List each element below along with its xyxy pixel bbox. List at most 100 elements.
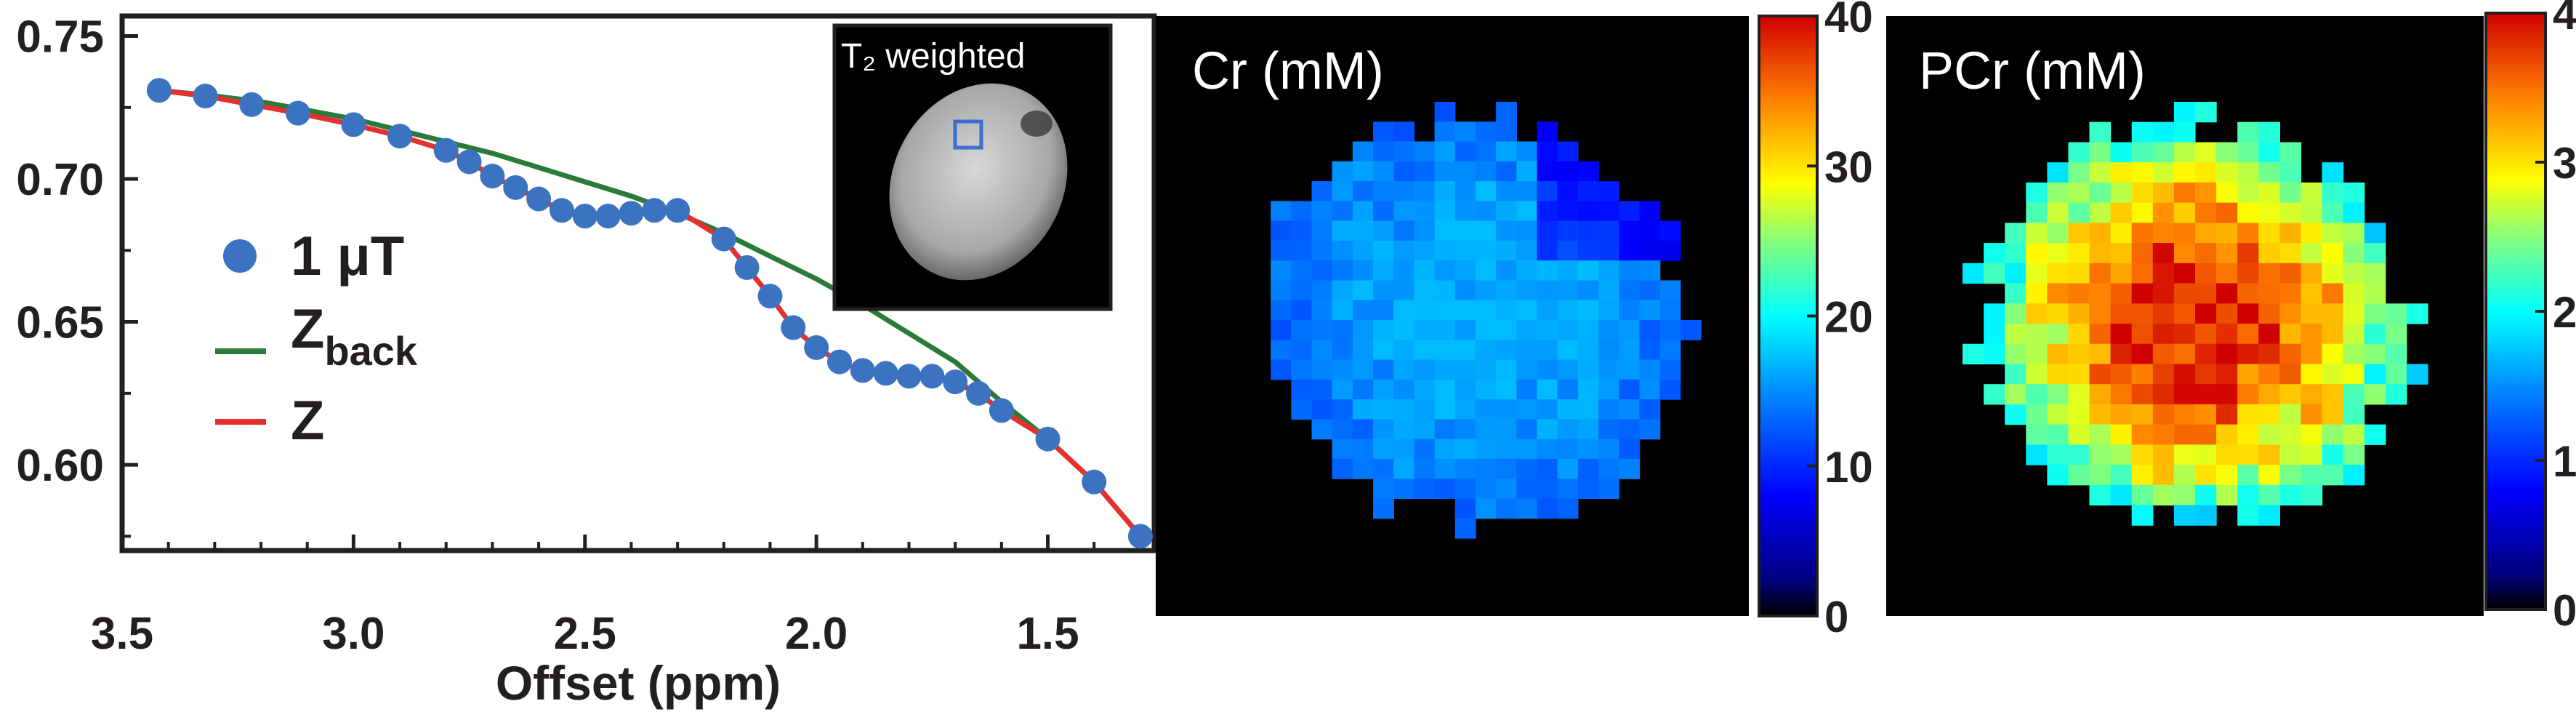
- heatmap-cell: [1496, 479, 1517, 500]
- heatmap-cell: [1516, 419, 1538, 440]
- heatmap-cell: [2047, 223, 2069, 244]
- heatmap-cell: [2195, 243, 2217, 264]
- heatmap-cell: [2089, 202, 2112, 223]
- heatmap-cell: [2216, 182, 2238, 204]
- heatmap-cell: [2110, 364, 2133, 385]
- heatmap-cell: [1454, 498, 1476, 519]
- heatmap-cell: [2005, 364, 2026, 385]
- heatmap-cell: [1414, 201, 1436, 222]
- heatmap-cell: [1454, 379, 1476, 400]
- heatmap-cell: [1598, 320, 1619, 340]
- heatmap-cell: [1619, 340, 1641, 361]
- heatmap-cell: [2237, 283, 2259, 304]
- heatmap-cell: [1373, 379, 1394, 400]
- heatmap-cell: [1537, 419, 1558, 440]
- heatmap-cell: [1373, 419, 1394, 440]
- heatmap-cell: [1496, 419, 1517, 440]
- heatmap-cell: [2089, 223, 2112, 244]
- heatmap-cell: [1434, 399, 1456, 420]
- data-point: [757, 284, 783, 309]
- heatmap-cell: [2110, 243, 2133, 264]
- heatmap-cell: [1557, 220, 1579, 241]
- heatmap-cell: [2068, 283, 2090, 304]
- heatmap-cell: [1352, 399, 1374, 420]
- heatmap-cell: [2195, 303, 2217, 324]
- heatmap-cell: [2047, 162, 2069, 183]
- heatmap-cell: [1414, 240, 1436, 261]
- cr-map-title: Cr (mM): [1192, 42, 1384, 100]
- data-point: [850, 358, 875, 383]
- heatmap-cell: [2237, 444, 2259, 465]
- heatmap-cell: [2258, 384, 2280, 405]
- heatmap-cell: [2258, 505, 2280, 526]
- heatmap-cell: [2131, 243, 2154, 264]
- heatmap-cell: [1352, 161, 1374, 182]
- y-tick-label: 0.75: [16, 12, 104, 63]
- heatmap-cell: [2047, 303, 2069, 324]
- heatmap-cell: [2131, 465, 2154, 486]
- heatmap-cell: [2110, 384, 2133, 405]
- heatmap-cell: [1373, 141, 1394, 162]
- heatmap-cell: [2216, 484, 2238, 506]
- heatmap-cell: [1598, 419, 1619, 440]
- heatmap-cell: [1598, 240, 1619, 261]
- heatmap-cell: [1414, 379, 1436, 400]
- cr-heatmap: [1271, 102, 1702, 539]
- heatmap-cell: [2322, 324, 2344, 345]
- heatmap-cell: [1619, 359, 1641, 380]
- heatmap-cell: [1659, 280, 1681, 301]
- heatmap-cell: [1393, 439, 1415, 460]
- heatmap-cell: [2258, 202, 2280, 223]
- heatmap-cell: [2364, 223, 2386, 244]
- heatmap-cell: [2343, 364, 2365, 385]
- roi-box: [953, 119, 983, 150]
- heatmap-cell: [1577, 181, 1599, 201]
- heatmap-cell: [2258, 162, 2280, 183]
- heatmap-cell: [1291, 379, 1313, 400]
- data-point: [966, 380, 991, 406]
- heatmap-cell: [2258, 142, 2280, 163]
- heatmap-cell: [2258, 364, 2280, 385]
- heatmap-cell: [1619, 260, 1641, 281]
- heatmap-cell: [1271, 340, 1292, 361]
- heatmap-cell: [1516, 161, 1538, 182]
- heatmap-cell: [1291, 220, 1313, 241]
- heatmap-cell: [1639, 220, 1661, 241]
- heatmap-cell: [1476, 280, 1497, 301]
- heatmap-cell: [1414, 458, 1436, 479]
- heatmap-cell: [1639, 300, 1661, 321]
- heatmap-cell: [1476, 240, 1497, 261]
- heatmap-cell: [2301, 283, 2323, 304]
- heatmap-cell: [2195, 182, 2217, 204]
- heatmap-cell: [2173, 404, 2196, 425]
- heatmap-cell: [2068, 182, 2090, 204]
- heatmap-cell: [2047, 424, 2069, 445]
- heatmap-cell: [1557, 320, 1579, 340]
- heatmap-cell: [2068, 424, 2090, 445]
- heatmap-cell: [1476, 439, 1497, 460]
- heatmap-cell: [2301, 263, 2323, 284]
- heatmap-cell: [2301, 303, 2323, 324]
- heatmap-cell: [2173, 202, 2196, 223]
- heatmap-cell: [2110, 465, 2133, 486]
- heatmap-cell: [1496, 181, 1517, 201]
- heatmap-cell: [2131, 182, 2154, 204]
- heatmap-cell: [2322, 404, 2344, 425]
- heatmap-cell: [2301, 465, 2323, 486]
- heatmap-cell: [1516, 498, 1538, 519]
- heatmap-cell: [2322, 364, 2344, 385]
- heatmap-cell: [2131, 142, 2154, 163]
- heatmap-cell: [1434, 300, 1456, 321]
- heatmap-cell: [1496, 379, 1517, 400]
- heatmap-cell: [1271, 280, 1292, 301]
- heatmap-cell: [2152, 243, 2175, 264]
- heatmap-cell: [1476, 161, 1497, 182]
- heatmap-cell: [1984, 243, 2005, 264]
- heatmap-cell: [1537, 359, 1558, 380]
- heatmap-cell: [2195, 202, 2217, 223]
- t2-weighted-inset: T₂ weighted: [832, 23, 1113, 311]
- heatmap-cell: [1271, 359, 1292, 380]
- heatmap-cell: [2279, 343, 2302, 364]
- heatmap-cell: [2026, 223, 2048, 244]
- colorbar-tick-label: 30: [2553, 139, 2576, 188]
